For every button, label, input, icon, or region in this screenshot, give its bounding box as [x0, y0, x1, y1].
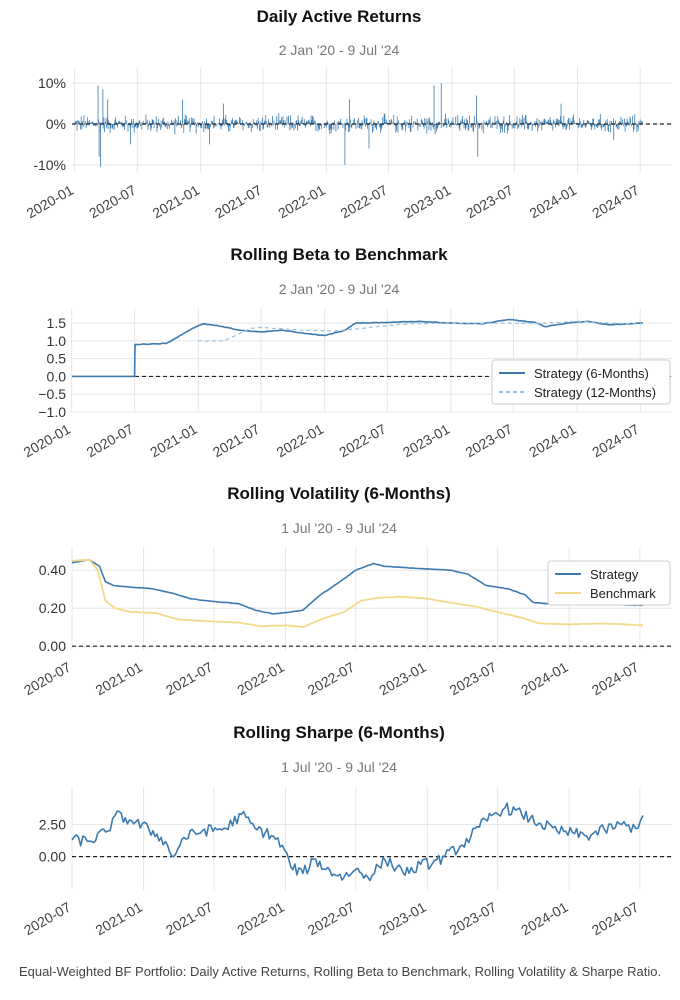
y-tick-label: 2.50: [39, 817, 66, 833]
y-tick-label: 0.00: [39, 638, 66, 654]
x-tick-label: 2024-07: [589, 659, 642, 699]
x-tick-label: 2020-07: [86, 182, 139, 222]
x-tick-label: 2024-01: [518, 659, 571, 699]
legend-label: Strategy: [590, 567, 639, 582]
y-tick-label: 0%: [46, 116, 66, 132]
legend-label: Benchmark: [590, 586, 656, 601]
daily-active-returns-panel: Daily Active Returns 2 Jan '20 - 9 Jul '…: [24, 7, 672, 221]
panel-subtitle: 1 Jul '20 - 9 Jul '24: [281, 759, 397, 775]
panel-subtitle: 2 Jan '20 - 9 Jul '24: [279, 281, 400, 297]
x-tick-label: 2021-01: [93, 659, 146, 699]
y-tick-label: 0.20: [39, 600, 66, 616]
x-tick-label: 2023-07: [447, 899, 500, 939]
legend-label: Strategy (12-Months): [534, 385, 656, 400]
plot-area: 10%0%-10%2020-01 2020-07 2021-01 2021-07 202…: [24, 67, 672, 221]
y-tick-label: 10%: [38, 75, 66, 91]
y-tick-label: 1.0: [47, 333, 67, 349]
x-tick-label: 2020-01: [21, 421, 74, 461]
x-tick-label: 2023-07: [463, 421, 516, 461]
plot-area: 0.40 0.20 0.00 2020-07 2021-01 2021-07 2022-01…: [21, 547, 672, 698]
x-tick-label: 2022-01: [275, 182, 328, 222]
x-tick-label: 2021-07: [212, 182, 265, 222]
x-tick-label: 2020-07: [21, 659, 74, 699]
x-tick-label: 2021-01: [147, 421, 200, 461]
panel-title: Rolling Sharpe (6-Months): [233, 723, 445, 742]
x-tick-label: 2022-01: [234, 659, 287, 699]
x-tick-label: 2021-01: [150, 182, 203, 222]
panel-title: Daily Active Returns: [257, 7, 422, 26]
x-tick-label: 2023-07: [447, 659, 500, 699]
panel-title: Rolling Beta to Benchmark: [230, 245, 448, 264]
rolling-sharpe-panel: Rolling Sharpe (6-Months) 1 Jul '20 - 9 …: [21, 723, 672, 938]
legend-box: [491, 359, 671, 405]
chart-figure: Daily Active Returns 2 Jan '20 - 9 Jul '…: [21, 7, 672, 938]
x-tick-label: 2021-07: [163, 659, 216, 699]
series-line: [197, 320, 644, 342]
x-tick-label: 2023-01: [376, 899, 429, 939]
x-tick-label: 2023-01: [376, 659, 429, 699]
series-line: [71, 802, 644, 882]
x-tick-label: 2022-07: [305, 659, 358, 699]
x-tick-label: 2021-01: [93, 899, 146, 939]
x-tick-label: 2021-07: [210, 421, 263, 461]
y-tick-label: 0.00: [39, 849, 66, 865]
legend: Strategy (6-Months) Strategy (12-Months): [491, 359, 671, 405]
legend-label: Strategy (6-Months): [534, 366, 649, 381]
x-tick-label: 2023-01: [401, 182, 454, 222]
x-tick-label: 2024-01: [518, 899, 571, 939]
y-tick-label: 0.40: [39, 562, 66, 578]
panel-title: Rolling Volatility (6-Months): [227, 484, 451, 503]
x-tick-label: 2023-01: [400, 421, 453, 461]
x-tick-label: 2020-07: [84, 421, 137, 461]
x-tick-label: 2024-07: [589, 421, 642, 461]
rolling-beta-panel: Rolling Beta to Benchmark 2 Jan '20 - 9 …: [21, 245, 672, 460]
return-bars: [74, 83, 644, 167]
panel-subtitle: 1 Jul '20 - 9 Jul '24: [281, 520, 397, 536]
series-line: [72, 318, 643, 378]
y-tick-label: 0.5: [47, 351, 67, 367]
y-tick-label: -10%: [33, 157, 66, 173]
x-tick-label: 2023-07: [463, 182, 516, 222]
x-tick-label: 2022-07: [336, 421, 389, 461]
x-tick-label: 2021-07: [163, 899, 216, 939]
x-tick-label: 2024-07: [589, 182, 642, 222]
y-tick-label: 1.5: [47, 315, 67, 331]
x-tick-label: 2024-01: [526, 421, 579, 461]
x-tick-label: 2020-07: [21, 899, 74, 939]
figure-caption: Equal-Weighted BF Portfolio: Daily Activ…: [18, 964, 662, 979]
y-tick-label: −1.0: [38, 404, 66, 420]
legend: Strategy Benchmark: [547, 560, 671, 606]
x-tick-label: 2022-01: [274, 421, 327, 461]
x-tick-label: 2024-01: [527, 182, 580, 222]
plot-area: 2.50 0.00 2020-07 2021-01 2021-07 2022-01 2022…: [21, 787, 672, 938]
x-tick-label: 2022-01: [234, 899, 287, 939]
y-tick-label: 0.0: [47, 368, 67, 384]
x-tick-label: 2020-01: [24, 182, 77, 222]
x-tick-label: 2022-07: [305, 899, 358, 939]
x-tick-label: 2024-07: [589, 899, 642, 939]
x-tick-label: 2022-07: [338, 182, 391, 222]
rolling-volatility-panel: Rolling Volatility (6-Months) 1 Jul '20 …: [21, 484, 672, 698]
y-tick-label: −0.5: [38, 386, 66, 402]
series-line: [71, 558, 644, 629]
panel-subtitle: 2 Jan '20 - 9 Jul '24: [279, 42, 400, 58]
